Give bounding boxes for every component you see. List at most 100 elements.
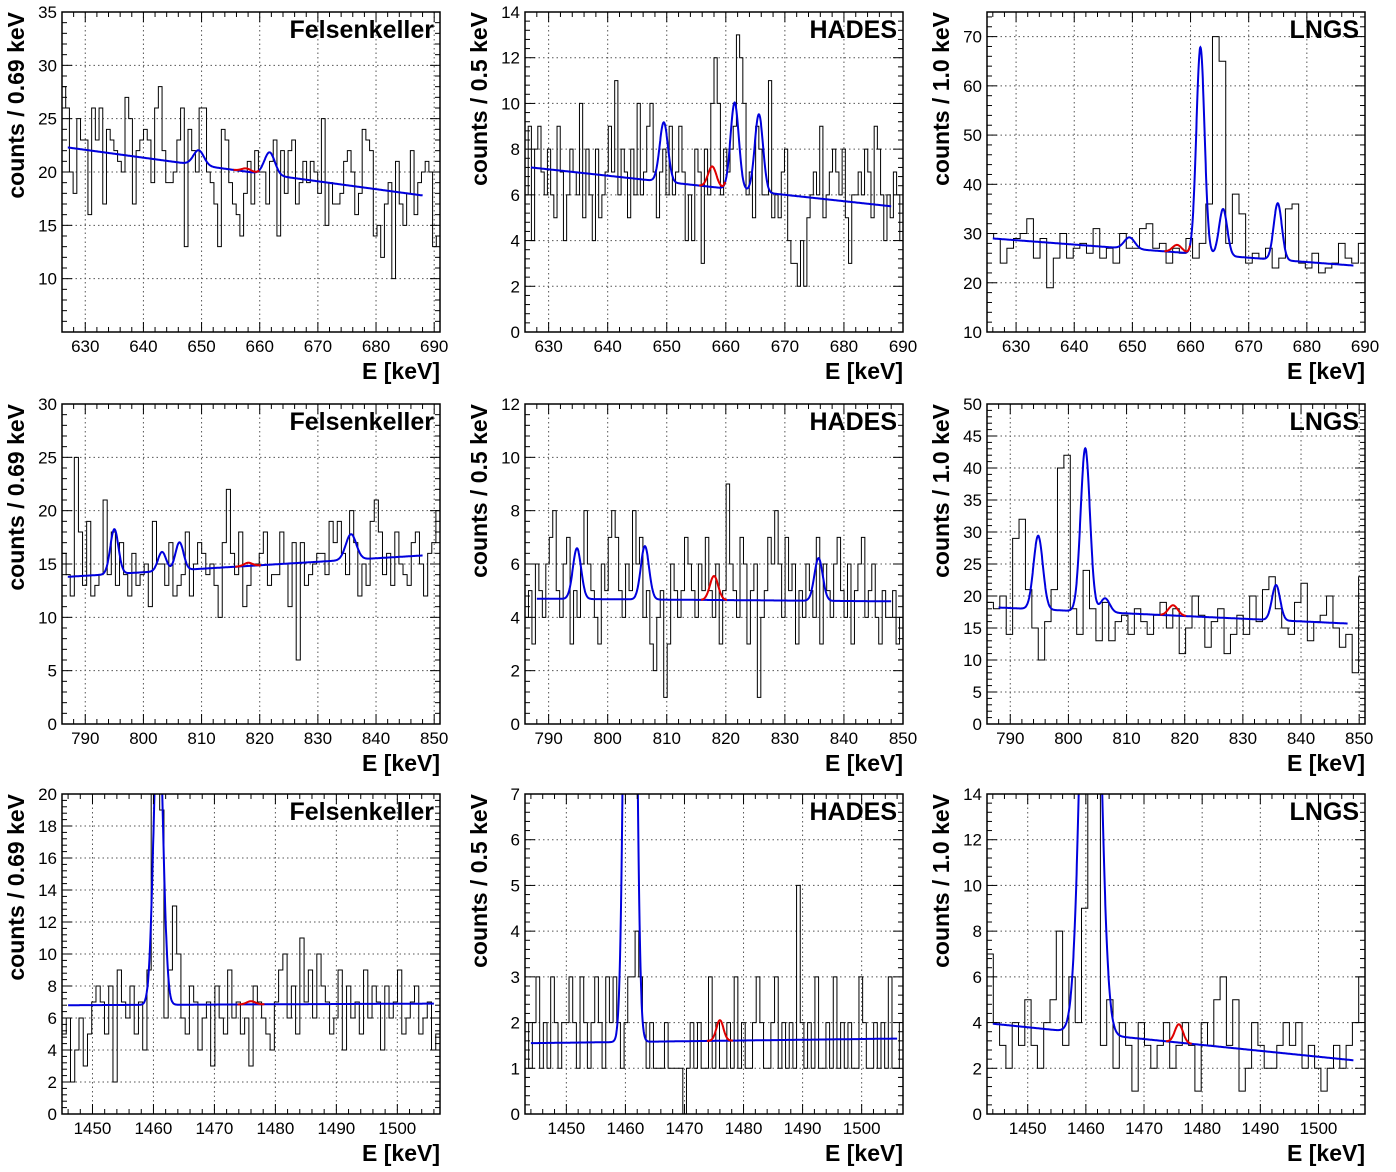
y-tick-label: 6	[48, 1009, 57, 1028]
y-tick-label: 0	[973, 1105, 982, 1124]
y-axis-label: counts / 0.69 keV	[3, 11, 29, 198]
x-tick-label: 1490	[317, 1119, 355, 1138]
panel-3: 630 640 650 660 670 680 690 10 20 30 40 50 60 70 E [ke…	[928, 11, 1379, 384]
fit-curve	[992, 794, 1354, 1062]
fit-curve	[992, 45, 1354, 267]
y-tick-label: 20	[38, 502, 57, 521]
x-tick-label: 1490	[1241, 1119, 1279, 1138]
y-tick-label: 0	[511, 1105, 520, 1124]
x-tick-label: 650	[653, 337, 681, 356]
y-tick-label: 1	[511, 1059, 520, 1078]
x-tick-label: 840	[1287, 729, 1315, 748]
signal-curve	[700, 574, 728, 601]
data-histogram	[987, 794, 1365, 1114]
y-tick-label: 12	[501, 395, 520, 414]
data-histogram	[987, 36, 1365, 332]
y-tick-label: 25	[38, 110, 57, 129]
lab-label: HADES	[809, 798, 897, 826]
lab-label: HADES	[809, 408, 897, 436]
y-tick-label: 4	[511, 608, 520, 627]
y-tick-label: 18	[38, 817, 57, 836]
data-histogram	[62, 794, 440, 1114]
lab-label: LNGS	[1290, 16, 1359, 44]
y-tick-label: 6	[511, 555, 520, 574]
x-tick-label: 640	[129, 337, 157, 356]
data-histogram	[62, 456, 440, 724]
signal-curve	[699, 165, 727, 187]
panel-1: 630 640 650 660 670 680 690 10 15 20 25 30 35 E [keV]…	[3, 3, 448, 384]
panel-9: 1450 1460 1470 1480 1490 1500 0 2 4 6 8 10 12 14 E [ke…	[928, 785, 1366, 1166]
x-tick-label: 1450	[547, 1119, 585, 1138]
fit-curve	[68, 794, 434, 1007]
y-axis-label: counts / 0.69 keV	[3, 403, 29, 590]
plot-area	[987, 794, 1365, 1114]
panel-8: 1450 1460 1470 1480 1490 1500 0 1 2 3 4 5 6 7 E [keV] c…	[466, 785, 904, 1166]
y-tick-label: 70	[963, 28, 982, 47]
fit-curve	[998, 446, 1348, 625]
x-tick-label: 680	[830, 337, 858, 356]
plot-frame	[986, 11, 1366, 333]
y-tick-label: 4	[973, 1014, 982, 1033]
x-tick-label: 1470	[1125, 1119, 1163, 1138]
x-tick-label: 1480	[725, 1119, 763, 1138]
y-tick-label: 6	[511, 831, 520, 850]
x-tick-label: 1450	[74, 1119, 112, 1138]
y-tick-label: 30	[963, 523, 982, 542]
x-tick-label: 1470	[196, 1119, 234, 1138]
y-tick-label: 0	[48, 1105, 57, 1124]
x-tick-label: 1480	[256, 1119, 294, 1138]
x-tick-label: 790	[534, 729, 562, 748]
panel-2: 630 640 650 660 670 680 690 0 2 4 6 8 10 12 14 E [keV] c…	[466, 3, 917, 384]
x-tick-label: 670	[304, 337, 332, 356]
fit-curve	[67, 528, 423, 578]
x-tick-label: 1460	[135, 1119, 173, 1138]
x-tick-label: 790	[71, 729, 99, 748]
x-tick-label: 660	[712, 337, 740, 356]
y-tick-label: 2	[511, 277, 520, 296]
x-axis-label: E [keV]	[1287, 1140, 1365, 1166]
y-tick-label: 12	[38, 913, 57, 932]
y-tick-label: 30	[38, 56, 57, 75]
y-tick-label: 2	[48, 1073, 57, 1092]
x-tick-label: 680	[362, 337, 390, 356]
x-tick-label: 650	[1118, 337, 1146, 356]
x-tick-label: 1500	[1300, 1119, 1338, 1138]
y-tick-label: 20	[38, 163, 57, 182]
y-tick-label: 25	[963, 555, 982, 574]
x-tick-label: 680	[1293, 337, 1321, 356]
y-tick-label: 3	[511, 968, 520, 987]
signal-curve	[235, 561, 261, 568]
y-tick-label: 2	[973, 1059, 982, 1078]
y-tick-label: 5	[511, 876, 520, 895]
signal-curve	[706, 1019, 733, 1042]
x-tick-label: 810	[1112, 729, 1140, 748]
x-tick-label: 800	[129, 729, 157, 748]
x-tick-label: 850	[420, 729, 448, 748]
lab-label: HADES	[809, 16, 897, 44]
y-tick-label: 14	[963, 785, 982, 804]
x-tick-label: 1470	[666, 1119, 704, 1138]
x-tick-label: 630	[71, 337, 99, 356]
x-axis-label: E [keV]	[362, 750, 440, 776]
lab-label: Felsenkeller	[289, 16, 434, 44]
data-histogram	[987, 454, 1365, 724]
x-axis-label: E [keV]	[825, 1140, 903, 1166]
x-tick-label: 830	[771, 729, 799, 748]
y-tick-label: 7	[511, 785, 520, 804]
x-tick-label: 1480	[1183, 1119, 1221, 1138]
data-histogram	[62, 86, 440, 332]
y-tick-label: 10	[963, 876, 982, 895]
lab-label: LNGS	[1290, 408, 1359, 436]
y-tick-label: 0	[48, 715, 57, 734]
x-tick-label: 630	[1002, 337, 1030, 356]
signal-curve	[237, 1000, 265, 1006]
x-tick-label: 670	[1235, 337, 1263, 356]
x-axis-label: E [keV]	[362, 358, 440, 384]
x-tick-label: 1490	[784, 1119, 822, 1138]
y-tick-label: 10	[38, 608, 57, 627]
plot-area	[62, 456, 440, 724]
x-tick-label: 850	[1345, 729, 1373, 748]
y-tick-label: 60	[963, 77, 982, 96]
y-axis-label: counts / 1.0 keV	[928, 403, 954, 578]
y-tick-label: 8	[48, 977, 57, 996]
